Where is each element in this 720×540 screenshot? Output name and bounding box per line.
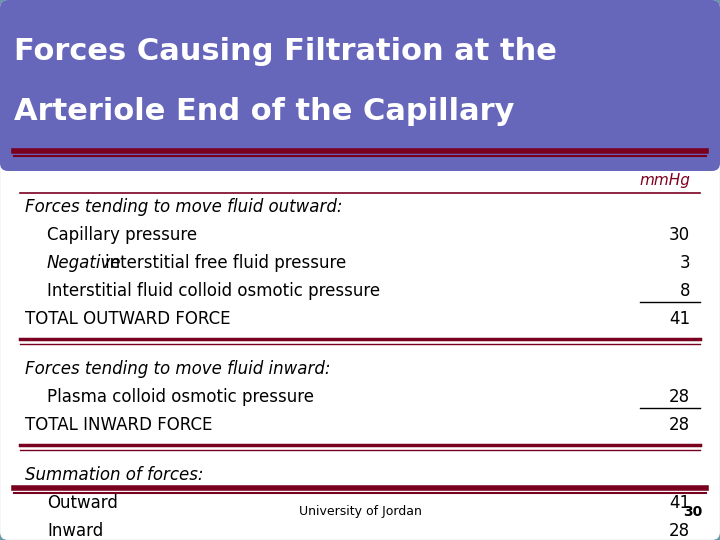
Text: 28: 28 [669, 416, 690, 434]
Text: Summation of forces:: Summation of forces: [25, 466, 204, 484]
Text: TOTAL OUTWARD FORCE: TOTAL OUTWARD FORCE [25, 310, 230, 328]
Text: Plasma colloid osmotic pressure: Plasma colloid osmotic pressure [47, 388, 314, 406]
Text: TOTAL INWARD FORCE: TOTAL INWARD FORCE [25, 416, 212, 434]
Text: Capillary pressure: Capillary pressure [47, 226, 197, 244]
Text: mmHg: mmHg [639, 173, 690, 188]
Text: 30: 30 [669, 226, 690, 244]
Text: Inward: Inward [47, 522, 103, 540]
Bar [8, 143, 712, 163]
Text: University of Jordan: University of Jordan [299, 505, 421, 518]
Text: 8: 8 [680, 282, 690, 300]
Text: 41: 41 [669, 310, 690, 328]
Text: interstitial free fluid pressure: interstitial free fluid pressure [105, 254, 346, 272]
Text: Outward: Outward [47, 494, 118, 512]
FancyBboxPatch shape [0, 0, 720, 171]
Text: Forces tending to move fluid outward:: Forces tending to move fluid outward: [25, 198, 343, 216]
Text: Forces tending to move fluid inward:: Forces tending to move fluid inward: [25, 360, 330, 378]
Text: Negative: Negative [47, 254, 122, 272]
Text: 28: 28 [669, 388, 690, 406]
Text: 30: 30 [683, 505, 702, 519]
Text: 41: 41 [669, 494, 690, 512]
Text: Interstitial fluid colloid osmotic pressure: Interstitial fluid colloid osmotic press… [47, 282, 380, 300]
Text: 3: 3 [680, 254, 690, 272]
Text: Forces Causing Filtration at the: Forces Causing Filtration at the [14, 37, 557, 66]
Text: Arteriole End of the Capillary: Arteriole End of the Capillary [14, 98, 515, 126]
Text: 28: 28 [669, 522, 690, 540]
